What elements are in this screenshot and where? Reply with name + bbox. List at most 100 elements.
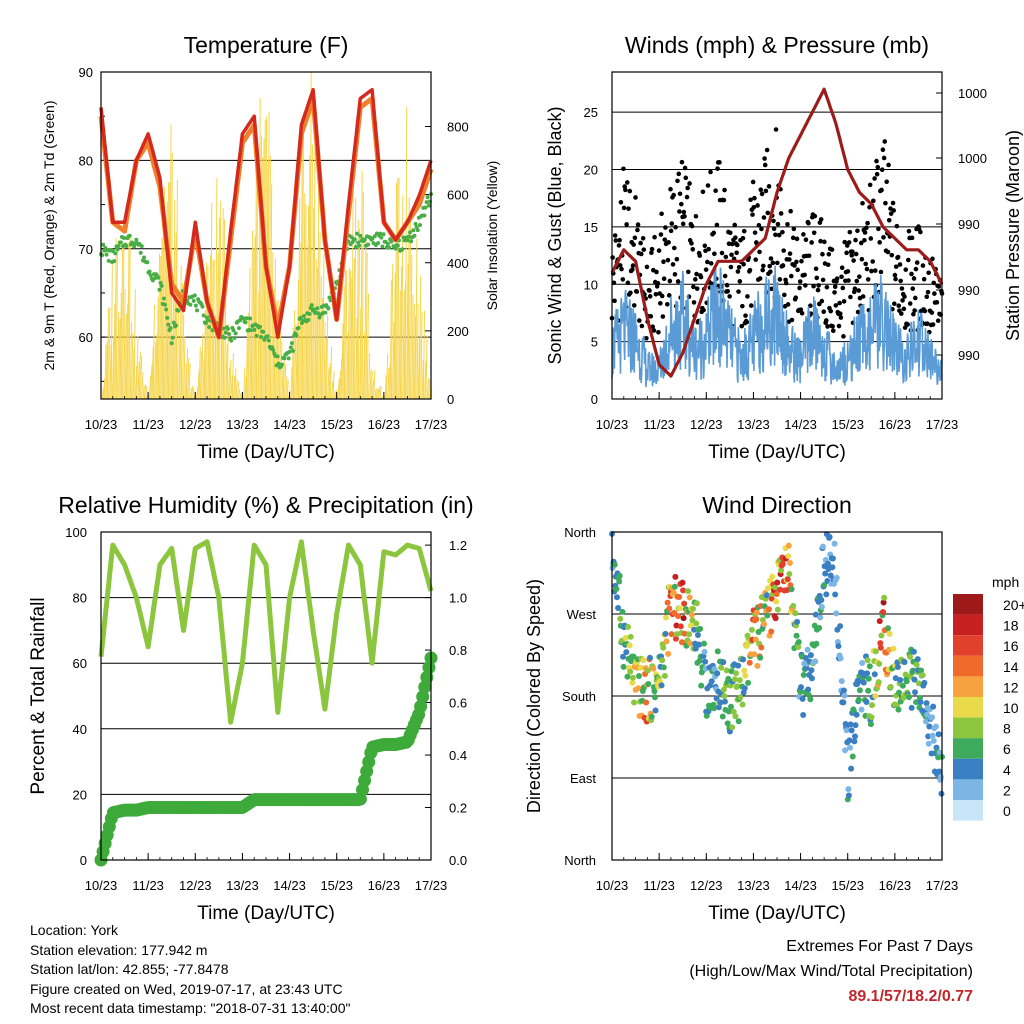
gust-point [903,267,909,272]
direction-point [631,699,638,706]
direction-point [661,672,668,679]
direction-point [613,586,620,593]
gust-point [679,201,684,207]
gust-point [612,298,617,304]
insolation-spike [131,332,134,400]
gust-point [855,228,860,234]
gust-point [761,263,766,269]
gust-point [821,309,827,315]
direction-point [845,792,852,799]
direction-point [876,660,883,667]
direction-point [855,696,862,703]
gust-point [865,220,870,226]
direction-point [929,732,936,739]
gust-point [617,237,622,243]
dewpoint-point [393,246,398,251]
gust-point [722,273,728,279]
direction-point [772,584,779,591]
gust-point [921,276,927,282]
insolation-spike [387,367,390,400]
direction-point [847,721,854,728]
winds-y2tick-label: 1000 [958,151,987,166]
direction-point [863,699,870,706]
direction-point [741,667,748,674]
direction-point [869,702,876,709]
gust-point [734,242,740,248]
gust-point [623,187,628,193]
extremes-box: Extremes For Past 7 Days (High/Low/Max W… [689,934,973,1009]
dewpoint-point [112,259,117,264]
humidity-ytick-label: 20 [73,787,87,802]
direction-point [736,677,743,684]
direction-point [679,579,686,586]
direction-point [635,672,642,679]
gust-point [652,234,657,240]
direction-point [680,615,687,622]
dewpoint-point [174,323,179,328]
dewpoint-point [231,328,236,333]
gust-point [759,191,765,197]
insolation-spike [150,364,153,400]
direction-point [687,640,694,647]
direction-point [936,768,943,775]
direction-point [734,683,741,690]
direction-point [860,679,867,686]
gust-point [675,178,680,184]
dewpoint-point [132,244,137,249]
gust-point [727,230,733,236]
gust-point [888,211,894,216]
insolation-spike [231,353,234,400]
dewpoint-point [206,318,211,323]
gust-point [691,300,697,305]
direction-point [808,667,815,674]
direction-point [650,665,657,672]
direction-point [779,561,786,568]
direction-point [694,631,701,638]
dewpoint-point [302,313,307,318]
insolation-spike [234,368,237,400]
dewpoint-point [294,333,299,338]
direction-point [757,654,764,661]
insolation-spike [346,332,349,400]
insolation-spike [295,339,298,400]
dewpoint-point [395,243,400,248]
gust-point [641,247,647,252]
temperature-y2tick-label: 200 [447,324,469,339]
direction-point [768,595,775,602]
direction-point [628,658,635,665]
insolation-spike [417,338,420,400]
insolation-spike [356,219,359,400]
gust-point [757,276,763,281]
gust-point [783,280,789,286]
insolation-spike [371,379,375,400]
gust-point [740,235,746,241]
rainfall-point [414,699,428,713]
direction-point [664,599,671,606]
dewpoint-point [413,221,418,226]
humidity-frame [100,531,432,861]
direction-point [833,610,840,617]
direction-point [890,645,897,652]
gust-point [781,248,786,253]
insolation-spike [290,367,293,400]
gust-point [672,272,678,277]
direction-point [902,671,909,678]
insolation-spike [373,369,376,400]
dewpoint-point [225,326,230,331]
insolation-spike [343,269,347,400]
winds-xtick-label: 11/23 [643,417,675,432]
direction-point [619,608,626,615]
humidity-xtick-label: 11/23 [132,878,164,893]
gust-point [869,268,874,274]
direction-point [737,694,744,701]
direction-point [725,708,732,715]
direction-point [842,747,849,754]
gust-point [787,251,793,256]
direction-point [658,682,665,689]
gust-point [892,301,897,307]
gust-point [909,235,915,241]
gust-point [823,318,829,323]
insolation-spike [125,303,129,400]
insolation-spike [322,254,325,400]
